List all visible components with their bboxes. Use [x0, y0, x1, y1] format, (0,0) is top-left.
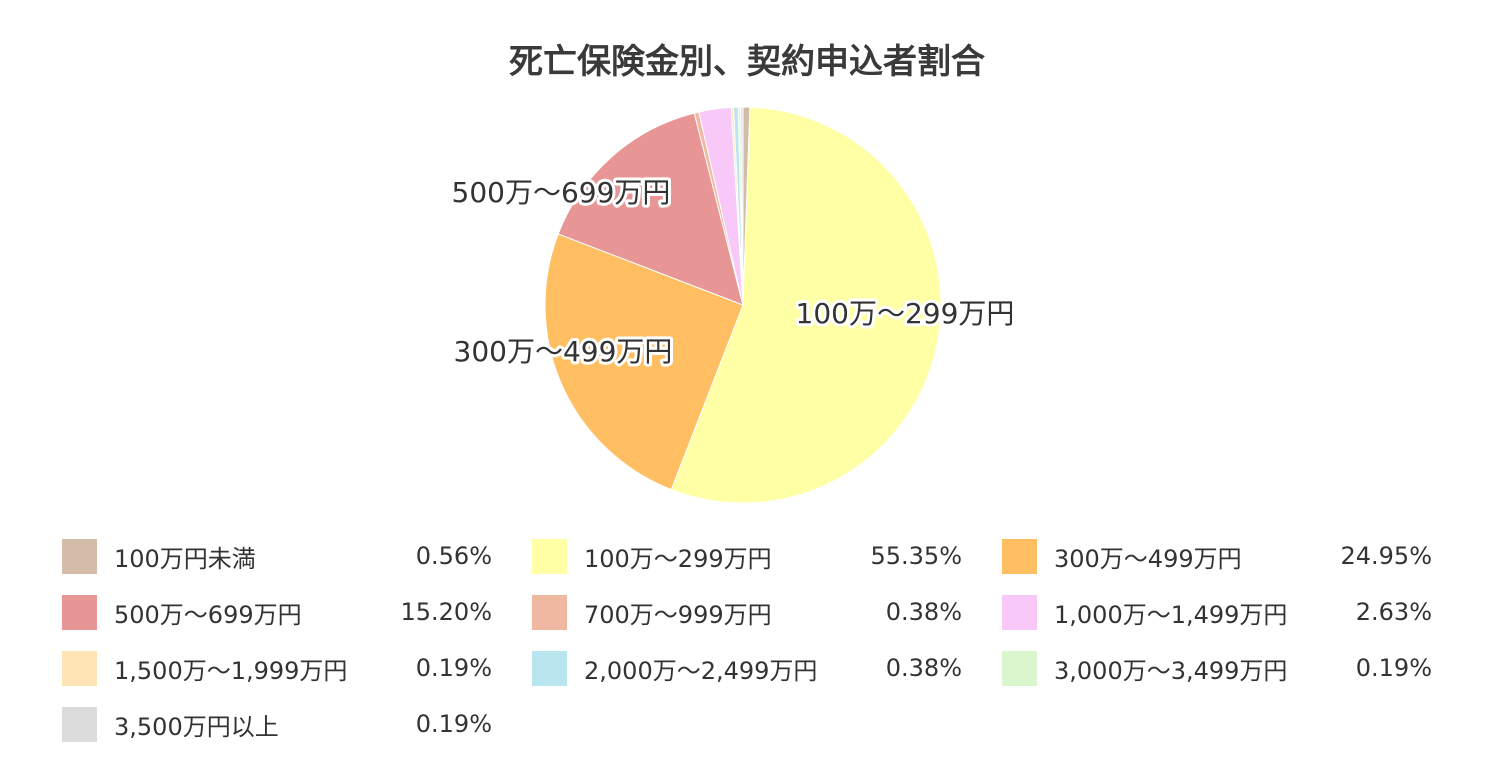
legend-value: 0.38% [885, 598, 962, 626]
pie-slice-label-2: 300万～499万円 [454, 335, 673, 368]
pie-slice-2 [544, 233, 744, 491]
legend-item[interactable]: 500万～699万円 15.20% [62, 592, 492, 632]
legend-item[interactable]: 100万円未満 0.56% [62, 536, 492, 576]
legend-value: 24.95% [1340, 542, 1432, 570]
legend-item[interactable]: 1,000万～1,499万円 2.63% [1002, 592, 1432, 632]
legend-swatch [532, 594, 567, 630]
pie-slice-1 [670, 106, 942, 504]
chart-title: 死亡保険金別、契約申込者割合 [509, 42, 985, 82]
legend-value: 0.56% [415, 542, 492, 570]
pie-slices [544, 106, 942, 504]
legend-item[interactable]: 3,000万～3,499万円 0.19% [1002, 648, 1432, 688]
legend-label: 2,000万～2,499万円 [584, 656, 818, 685]
pie-slice-3 [557, 112, 744, 306]
legend-item[interactable]: 2,000万～2,499万円 0.38% [532, 648, 962, 688]
legend-value: 0.19% [415, 654, 492, 682]
legend-value: 0.19% [1355, 654, 1432, 682]
legend-value: 55.35% [870, 542, 962, 570]
legend-item[interactable]: 700万～999万円 0.38% [532, 592, 962, 632]
legend-item[interactable]: 3,500万円以上 0.19% [62, 704, 492, 744]
pie-slice-label-1: 100万～299万円 [796, 297, 1015, 330]
legend-swatch [62, 706, 97, 742]
pie-chart: 100万～299万円 300万～499万円 500万～699万円 [449, 106, 1018, 504]
legend-swatch [1002, 650, 1037, 686]
legend-label: 700万～999万円 [584, 600, 772, 629]
legend-swatch [532, 650, 567, 686]
legend-swatch [1002, 594, 1037, 630]
legend-swatch [62, 650, 97, 686]
legend-swatch [62, 538, 97, 574]
legend-item[interactable]: 300万～499万円 24.95% [1002, 536, 1432, 576]
legend-label: 300万～499万円 [1054, 544, 1242, 573]
legend-value: 0.38% [885, 654, 962, 682]
legend-label: 100万～299万円 [584, 544, 772, 573]
pie-slice-label-3: 500万～699万円 [452, 176, 671, 209]
pie-labels: 100万～299万円 300万～499万円 500万～699万円 [449, 173, 1018, 371]
legend-value: 15.20% [400, 598, 492, 626]
legend-label: 1,500万～1,999万円 [114, 656, 348, 685]
legend-label: 3,500万円以上 [114, 712, 279, 741]
legend-label: 3,000万～3,499万円 [1054, 656, 1288, 685]
legend-swatch [62, 594, 97, 630]
legend-label: 500万～699万円 [114, 600, 302, 629]
legend-label: 100万円未満 [114, 544, 256, 573]
legend-value: 2.63% [1355, 598, 1432, 626]
legend-swatch [1002, 538, 1037, 574]
legend-item[interactable]: 1,500万～1,999万円 0.19% [62, 648, 492, 688]
legend-label: 1,000万～1,499万円 [1054, 600, 1288, 629]
legend-value: 0.19% [415, 710, 492, 738]
pie-slice-9 [740, 106, 744, 306]
legend-item[interactable]: 100万～299万円 55.35% [532, 536, 962, 576]
legend-swatch [532, 538, 567, 574]
